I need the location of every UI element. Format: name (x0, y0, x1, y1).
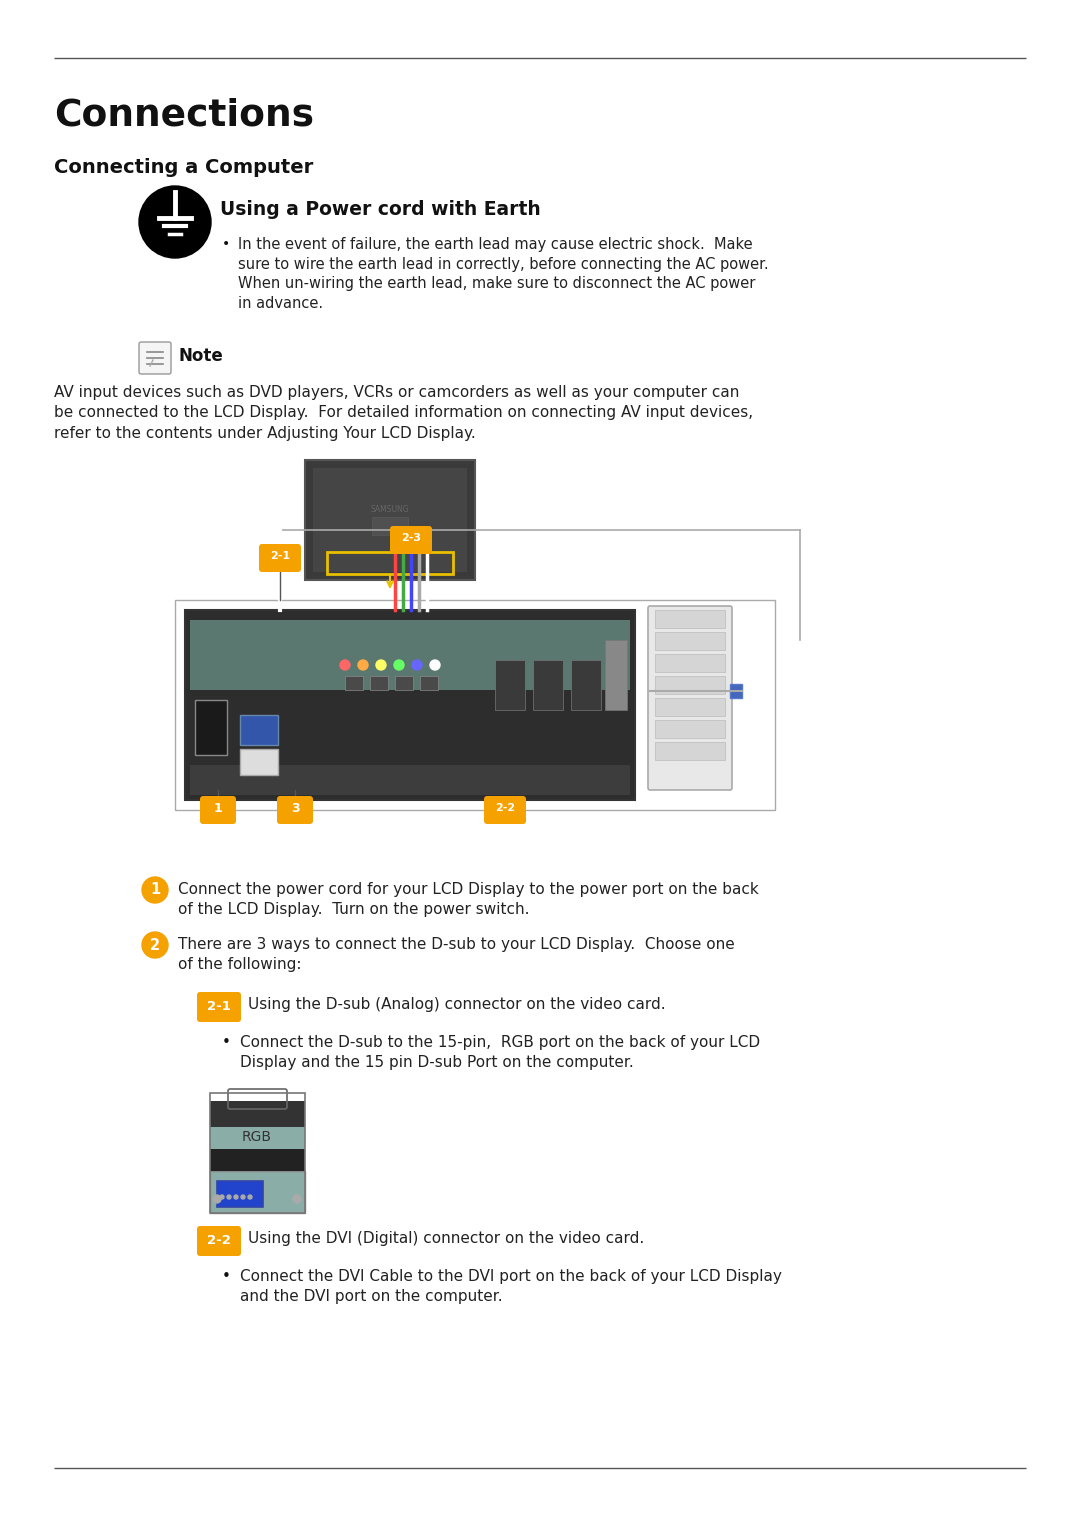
FancyBboxPatch shape (185, 609, 635, 800)
Text: •: • (222, 237, 230, 250)
FancyBboxPatch shape (240, 715, 278, 745)
FancyBboxPatch shape (210, 1127, 305, 1148)
FancyBboxPatch shape (605, 640, 627, 710)
FancyBboxPatch shape (420, 676, 438, 690)
Text: Note: Note (178, 347, 222, 365)
FancyBboxPatch shape (240, 750, 278, 776)
Text: SAMSUNG: SAMSUNG (370, 505, 409, 515)
Text: and the DVI port on the computer.: and the DVI port on the computer. (240, 1289, 502, 1304)
FancyBboxPatch shape (654, 721, 725, 738)
Text: 1: 1 (150, 883, 160, 898)
FancyBboxPatch shape (190, 765, 630, 796)
Text: 2: 2 (150, 938, 160, 953)
FancyBboxPatch shape (190, 620, 630, 690)
FancyBboxPatch shape (534, 660, 563, 710)
Text: Connect the DVI Cable to the DVI port on the back of your LCD Display: Connect the DVI Cable to the DVI port on… (240, 1269, 782, 1284)
FancyBboxPatch shape (305, 460, 475, 580)
Text: 2-3: 2-3 (401, 533, 421, 544)
Circle shape (220, 1196, 224, 1199)
Text: RGB: RGB (242, 1130, 272, 1144)
Circle shape (394, 660, 404, 670)
FancyBboxPatch shape (648, 606, 732, 789)
FancyBboxPatch shape (372, 518, 408, 534)
FancyBboxPatch shape (345, 676, 363, 690)
Circle shape (376, 660, 386, 670)
FancyBboxPatch shape (210, 1101, 305, 1127)
FancyBboxPatch shape (197, 993, 241, 1022)
Text: Connect the power cord for your LCD Display to the power port on the back: Connect the power cord for your LCD Disp… (178, 883, 759, 896)
FancyBboxPatch shape (495, 660, 525, 710)
FancyBboxPatch shape (370, 676, 388, 690)
Circle shape (141, 931, 168, 957)
FancyBboxPatch shape (654, 609, 725, 628)
Circle shape (293, 1196, 301, 1203)
FancyBboxPatch shape (654, 654, 725, 672)
FancyBboxPatch shape (276, 796, 313, 825)
Text: in advance.: in advance. (238, 296, 323, 310)
FancyBboxPatch shape (259, 544, 301, 573)
FancyBboxPatch shape (654, 698, 725, 716)
Circle shape (234, 1196, 238, 1199)
Text: Connecting a Computer: Connecting a Computer (54, 157, 313, 177)
FancyBboxPatch shape (730, 684, 742, 698)
Text: Using the DVI (Digital) connector on the video card.: Using the DVI (Digital) connector on the… (248, 1231, 645, 1246)
Circle shape (248, 1196, 252, 1199)
Text: 2-1: 2-1 (270, 551, 291, 560)
Text: 2-2: 2-2 (495, 803, 515, 812)
Circle shape (213, 1196, 221, 1203)
Text: •: • (222, 1269, 231, 1284)
Text: There are 3 ways to connect the D-sub to your LCD Display.  Choose one: There are 3 ways to connect the D-sub to… (178, 938, 734, 951)
FancyBboxPatch shape (415, 525, 429, 541)
FancyBboxPatch shape (195, 699, 227, 754)
Circle shape (430, 660, 440, 670)
Text: •: • (222, 1035, 231, 1051)
FancyBboxPatch shape (217, 1180, 264, 1206)
FancyBboxPatch shape (390, 525, 432, 554)
FancyBboxPatch shape (484, 796, 526, 825)
Text: 2-1: 2-1 (207, 1000, 231, 1014)
FancyBboxPatch shape (139, 342, 171, 374)
FancyBboxPatch shape (313, 467, 467, 573)
Circle shape (241, 1196, 245, 1199)
Text: When un-wiring the earth lead, make sure to disconnect the AC power: When un-wiring the earth lead, make sure… (238, 276, 755, 292)
Text: Using a Power cord with Earth: Using a Power cord with Earth (220, 200, 541, 218)
Text: Connect the D-sub to the 15-pin,  RGB port on the back of your LCD: Connect the D-sub to the 15-pin, RGB por… (240, 1035, 760, 1051)
Circle shape (357, 660, 368, 670)
Circle shape (340, 660, 350, 670)
Text: AV input devices such as DVD players, VCRs or camcorders as well as your compute: AV input devices such as DVD players, VC… (54, 385, 740, 400)
FancyBboxPatch shape (210, 1148, 305, 1171)
FancyBboxPatch shape (654, 632, 725, 651)
Text: Connections: Connections (54, 98, 314, 134)
Text: Display and the 15 pin D-sub Port on the computer.: Display and the 15 pin D-sub Port on the… (240, 1055, 634, 1070)
Text: In the event of failure, the earth lead may cause electric shock.  Make: In the event of failure, the earth lead … (238, 237, 753, 252)
FancyBboxPatch shape (654, 742, 725, 760)
Text: refer to the contents under Adjusting Your LCD Display.: refer to the contents under Adjusting Yo… (54, 426, 476, 441)
Text: 2-2: 2-2 (207, 1234, 231, 1248)
Text: 3: 3 (291, 802, 299, 814)
FancyBboxPatch shape (200, 796, 237, 825)
Circle shape (411, 660, 422, 670)
FancyBboxPatch shape (210, 1171, 305, 1212)
Text: of the LCD Display.  Turn on the power switch.: of the LCD Display. Turn on the power sw… (178, 902, 529, 918)
Text: be connected to the LCD Display.  For detailed information on connecting AV inpu: be connected to the LCD Display. For det… (54, 406, 753, 420)
Text: of the following:: of the following: (178, 957, 301, 973)
FancyBboxPatch shape (654, 676, 725, 693)
FancyBboxPatch shape (395, 676, 413, 690)
Text: 1: 1 (214, 802, 222, 814)
Text: Using the D-sub (Analog) connector on the video card.: Using the D-sub (Analog) connector on th… (248, 997, 665, 1012)
FancyBboxPatch shape (197, 1226, 241, 1257)
Circle shape (141, 876, 168, 902)
FancyBboxPatch shape (571, 660, 600, 710)
Circle shape (227, 1196, 231, 1199)
Circle shape (139, 186, 211, 258)
Text: sure to wire the earth lead in correctly, before connecting the AC power.: sure to wire the earth lead in correctly… (238, 257, 769, 272)
